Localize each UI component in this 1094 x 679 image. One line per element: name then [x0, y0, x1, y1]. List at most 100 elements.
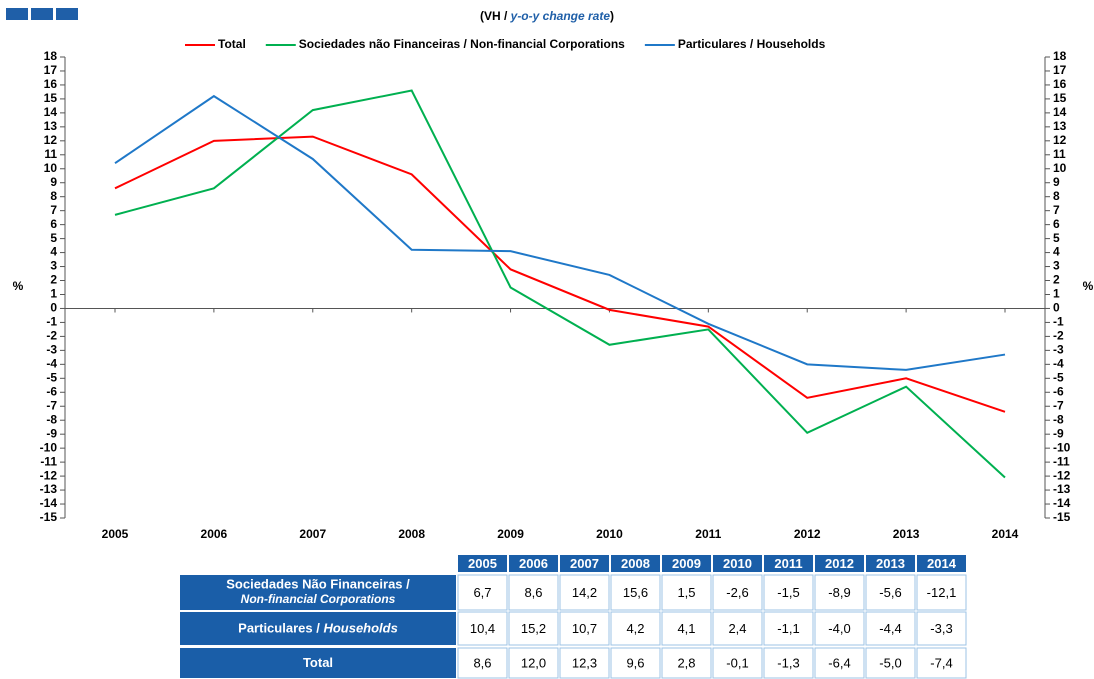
table-value: 14,2	[572, 585, 597, 600]
table-value: 9,6	[626, 655, 644, 670]
table-header-cell	[611, 555, 660, 572]
y-tick-label: -9	[46, 426, 57, 440]
y2-tick-label: -4	[1053, 357, 1064, 371]
y2-tick-label: -11	[1053, 454, 1070, 468]
table-cell	[865, 611, 916, 646]
table-cell	[916, 647, 967, 679]
table-value: -4,0	[828, 621, 850, 636]
table-header: 2014	[927, 556, 957, 571]
table-cell	[814, 574, 865, 611]
table-header: 2005	[468, 556, 497, 571]
y2-tick-label: 6	[1053, 217, 1060, 231]
y2-tick-label: 12	[1053, 133, 1067, 147]
y-tick-label: -12	[40, 468, 58, 482]
table-cell	[865, 647, 916, 679]
y-tick-label: 1	[50, 287, 57, 301]
table-value: 8,6	[473, 655, 491, 670]
table-header: 2006	[519, 556, 548, 571]
y-tick-label: 16	[44, 77, 58, 91]
x-tick-label: 2007	[299, 527, 326, 541]
table-value: -2,6	[726, 585, 748, 600]
table-value: 2,4	[728, 621, 746, 636]
y-tick-label: 3	[50, 259, 57, 273]
table-value: 4,2	[626, 621, 644, 636]
table-row-label-part: Particulares /	[238, 621, 323, 636]
y2-tick-label: 13	[1053, 119, 1067, 133]
table-cell	[559, 611, 610, 646]
table-cell	[916, 574, 967, 611]
y-tick-label: -14	[40, 496, 58, 510]
table-cell	[457, 574, 508, 611]
table-header: 2011	[774, 556, 802, 571]
x-tick-label: 2005	[102, 527, 129, 541]
y2-tick-label: 18	[1053, 49, 1067, 63]
table-header-cell	[509, 555, 558, 572]
legend-label: Particulares / Households	[678, 37, 826, 51]
y-tick-label: 8	[50, 189, 57, 203]
y2-tick-label: -7	[1053, 398, 1064, 412]
table-header: 2008	[621, 556, 650, 571]
y2-tick-label: 7	[1053, 203, 1060, 217]
table-value: -7,4	[930, 655, 952, 670]
y-tick-label: 0	[50, 301, 57, 315]
y2-tick-label: -1	[1053, 315, 1064, 329]
y-tick-label: -3	[46, 343, 57, 357]
table-row-label: Total	[303, 655, 333, 670]
y2-tick-label: 5	[1053, 231, 1060, 245]
table-cell	[508, 574, 559, 611]
y-tick-label: 14	[44, 105, 58, 119]
x-tick-label: 2011	[695, 527, 721, 541]
x-tick-label: 2012	[794, 527, 821, 541]
table-value: 4,1	[677, 621, 695, 636]
y2-tick-label: -6	[1053, 384, 1064, 398]
table-cell	[763, 611, 814, 646]
table-header: 2007	[570, 556, 599, 571]
table-header-cell	[764, 555, 813, 572]
y2-tick-label: -10	[1053, 440, 1071, 454]
y-axis-label: %	[13, 279, 24, 293]
y2-tick-label: 10	[1053, 161, 1067, 175]
series-line	[114, 135, 1006, 413]
y2-tick-label: -3	[1053, 343, 1064, 357]
table-cell	[712, 647, 763, 679]
y2-tick-label: -13	[1053, 482, 1071, 496]
y2-tick-label: 4	[1053, 245, 1060, 259]
y-tick-label: 5	[50, 231, 57, 245]
table-row-header-cell	[180, 575, 456, 610]
table-value: 8,6	[524, 585, 542, 600]
table-value: -4,4	[879, 621, 901, 636]
y-tick-label: -6	[46, 384, 57, 398]
y2-tick-label: -2	[1053, 329, 1064, 343]
y-tick-label: 10	[44, 161, 58, 175]
y-tick-label: -2	[46, 329, 57, 343]
table-value: 6,7	[473, 585, 491, 600]
table-header-cell	[713, 555, 762, 572]
table-cell	[763, 574, 814, 611]
x-tick-label: 2006	[201, 527, 228, 541]
table-value: 10,4	[470, 621, 495, 636]
y-tick-label: -8	[46, 412, 57, 426]
y-tick-label: -5	[46, 370, 57, 384]
table-row-header-cell	[180, 612, 456, 645]
y2-tick-label: 8	[1053, 189, 1060, 203]
y2-tick-label: 16	[1053, 77, 1067, 91]
table-value: -12,1	[927, 585, 957, 600]
table-cell	[610, 647, 661, 679]
table-value: -1,3	[777, 655, 799, 670]
table-cell	[610, 574, 661, 611]
y2-tick-label: 11	[1053, 147, 1066, 161]
table-cell	[814, 611, 865, 646]
table-cell	[508, 611, 559, 646]
y2-tick-label: -12	[1053, 468, 1071, 482]
table-header-cell	[815, 555, 864, 572]
table-cell	[661, 611, 712, 646]
y-tick-label: 7	[50, 203, 57, 217]
y2-tick-label: -15	[1053, 510, 1071, 524]
table-header: 2013	[876, 556, 905, 571]
legend: Total Sociedades não Financeiras / Non-fi…	[185, 37, 826, 51]
table-cell	[712, 611, 763, 646]
y-tick-label: 11	[44, 147, 57, 161]
table-value: 15,2	[521, 621, 546, 636]
y-tick-label: -1	[46, 315, 57, 329]
